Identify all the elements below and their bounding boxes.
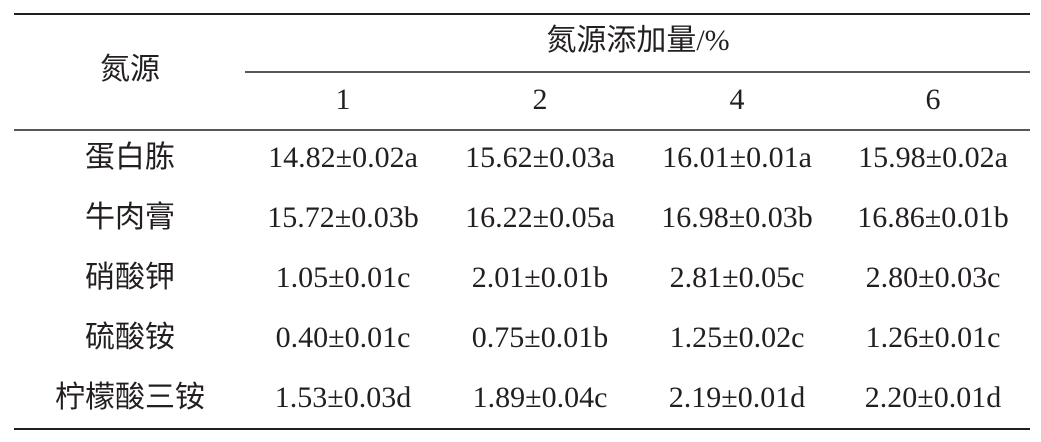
cell: 16.98±0.03b <box>661 201 812 234</box>
cell: 15.62±0.03a <box>465 141 615 174</box>
row-label: 蛋白胨 <box>85 141 175 174</box>
corner-header: 氮源 <box>100 53 160 86</box>
row-label: 柠檬酸三铵 <box>55 381 205 414</box>
cell: 0.75±0.01b <box>472 321 608 354</box>
cell: 2.80±0.03c <box>866 261 1001 294</box>
cell: 15.72±0.03b <box>267 201 418 234</box>
cell: 16.01±0.01a <box>662 141 812 174</box>
cell: 1.05±0.01c <box>276 261 411 294</box>
column-header: 4 <box>730 83 745 116</box>
cell: 2.01±0.01b <box>472 261 608 294</box>
cell: 15.98±0.02a <box>858 141 1008 174</box>
row-label: 牛肉膏 <box>85 201 175 234</box>
cell: 2.81±0.05c <box>670 261 805 294</box>
cell: 1.26±0.01c <box>866 321 1001 354</box>
group-header: 氮源添加量/% <box>546 24 729 57</box>
cell: 14.82±0.02a <box>268 141 418 174</box>
cell: 2.19±0.01d <box>669 381 805 414</box>
cell: 2.20±0.01d <box>865 381 1001 414</box>
cell: 1.89±0.04c <box>473 381 608 414</box>
column-header: 6 <box>926 83 941 116</box>
row-label: 硝酸钾 <box>85 261 175 294</box>
column-header: 2 <box>533 83 548 116</box>
column-header: 1 <box>336 83 351 116</box>
cell: 16.22±0.05a <box>465 201 615 234</box>
cell: 1.53±0.03d <box>275 381 411 414</box>
cell: 1.25±0.02c <box>670 321 805 354</box>
cell: 16.86±0.01b <box>857 201 1008 234</box>
cell: 0.40±0.01c <box>276 321 411 354</box>
row-label: 硫酸铵 <box>85 321 175 354</box>
